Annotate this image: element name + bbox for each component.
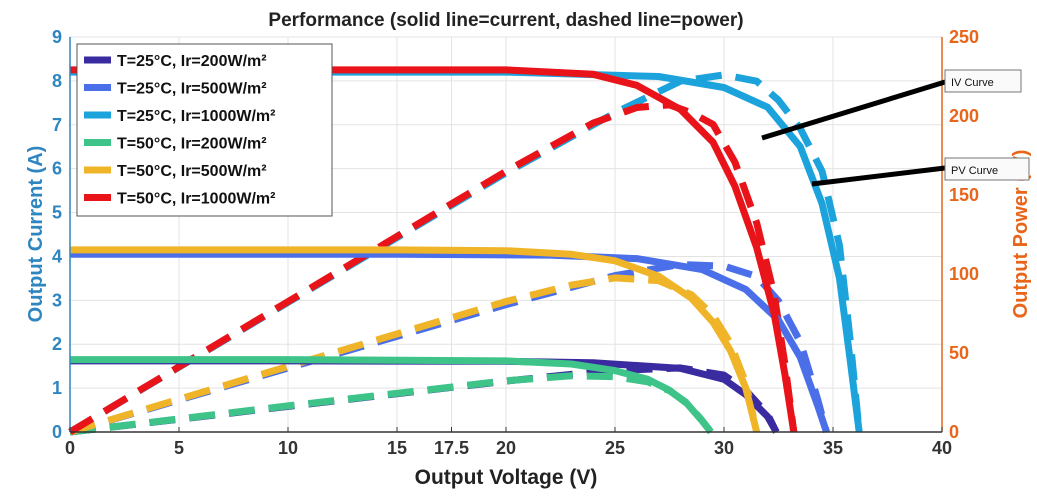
annotations: IV Curve PV Curve: [761, 69, 1030, 187]
y-left-tick-label: 8: [52, 71, 62, 91]
y-right-tick-label: 200: [949, 106, 979, 126]
y-left-tick-label: 7: [52, 115, 62, 135]
series-layer: [68, 66, 863, 436]
series-current-line: [70, 356, 714, 435]
series-current-line: [70, 250, 830, 434]
x-tick-label: 10: [278, 438, 298, 458]
x-tick-label: 30: [714, 438, 734, 458]
iv-curve-pointer: [761, 79, 946, 141]
series-current-line: [70, 66, 798, 433]
x-tick-label: 35: [823, 438, 843, 458]
x-tick-label: 17.5: [434, 438, 469, 458]
iv-curve-callout-label: IV Curve: [951, 77, 994, 89]
legend-box: [76, 43, 333, 217]
y-axis-left-label: Output Current (A): [25, 146, 47, 323]
chart-title: Performance (solid line=current, dashed …: [268, 10, 743, 31]
series-power-line: [69, 372, 714, 436]
series-power-line: [68, 71, 863, 436]
legend-entry-label: T=25°C, Ir=500W/m²: [117, 81, 267, 98]
y-left-tick-label: 6: [52, 159, 62, 179]
x-tick-label: 0: [65, 438, 75, 458]
pv-curve-callout-label: PV Curve: [951, 165, 998, 177]
y-right-tick-label: 100: [949, 264, 979, 284]
y-right-tick-label: 250: [949, 27, 979, 47]
y-left-tick-label: 4: [52, 246, 62, 266]
y-left-tick-label: 5: [52, 203, 62, 223]
x-tick-label: 40: [932, 438, 952, 458]
legend-entry-label: T=50°C, Ir=200W/m²: [117, 136, 267, 153]
y-axis-right-label: Output Power (W): [1010, 150, 1032, 319]
y-right-tick-label: 150: [949, 185, 979, 205]
y-left-tick-label: 1: [52, 378, 62, 398]
x-tick-label: 15: [387, 438, 407, 458]
x-tick-label: 20: [496, 438, 516, 458]
x-tick-label: 25: [605, 438, 625, 458]
legend-entry-label: T=25°C, Ir=200W/m²: [117, 53, 267, 70]
y-left-tick-label: 2: [52, 334, 62, 354]
y-right-tick-label: 50: [949, 343, 969, 363]
pv-curve-pointer: [811, 165, 946, 187]
y-right-tick-label: 0: [949, 422, 959, 442]
x-axis-label: Output Voltage (V): [415, 466, 598, 489]
axes: 0 5 10 15 17.5 20 25 30 35 4001234567890501001502…: [52, 27, 979, 458]
series-current-line: [70, 246, 761, 433]
iv-curve-callout-box: [944, 69, 1022, 93]
pv-curve-callout-box: [944, 157, 1030, 181]
y-left-tick-label: 0: [52, 422, 62, 442]
legend-entry-label: T=50°C, Ir=1000W/m²: [117, 191, 275, 208]
legend-entry-label: T=25°C, Ir=1000W/m²: [117, 108, 275, 125]
y-left-tick-label: 9: [52, 27, 62, 47]
x-tick-label: 5: [174, 438, 184, 458]
y-left-tick-label: 3: [52, 290, 62, 310]
legend: T=25°C, Ir=200W/m² T=25°C, Ir=500W/m² T=25…: [76, 43, 333, 217]
legend-entry-label: T=50°C, Ir=500W/m²: [117, 163, 267, 180]
